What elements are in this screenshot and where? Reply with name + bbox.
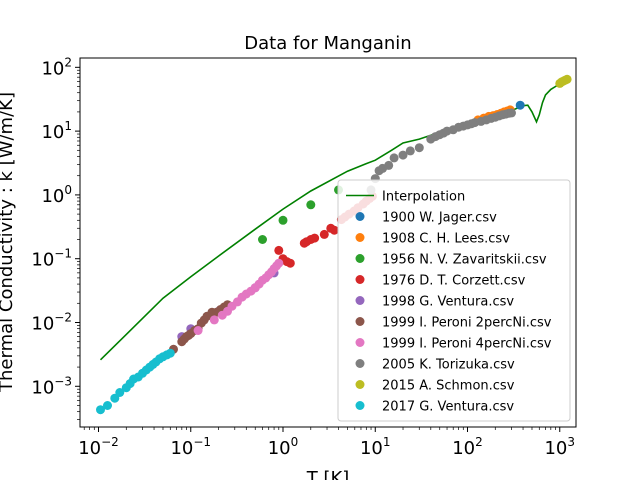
data-point bbox=[389, 153, 399, 163]
legend-marker bbox=[355, 296, 365, 305]
x-tick-label: 10−2 bbox=[78, 435, 119, 459]
data-point bbox=[193, 326, 203, 335]
data-point bbox=[384, 160, 394, 170]
data-point bbox=[274, 245, 284, 255]
data-point bbox=[562, 74, 572, 84]
y-tick-label: 101 bbox=[41, 119, 72, 143]
plot-frame bbox=[79, 57, 577, 428]
data-point bbox=[310, 233, 320, 243]
y-tick-label: 10−3 bbox=[31, 374, 72, 398]
data-point bbox=[274, 258, 284, 268]
data-point bbox=[258, 235, 267, 244]
data-point bbox=[515, 100, 525, 110]
legend-label: 1956 N. V. Zavaritskii.csv bbox=[382, 253, 547, 268]
y-axis-label: Thermal Conductivity : k [W/m/K] bbox=[0, 92, 17, 393]
legend-label: 2005 K. Torizuka.csv bbox=[382, 358, 515, 373]
legend-marker bbox=[355, 254, 365, 263]
legend-label: 2017 G. Ventura.csv bbox=[382, 400, 514, 415]
legend-marker bbox=[355, 401, 365, 410]
legend-label: 1976 D. T. Corzett.csv bbox=[382, 274, 526, 289]
data-point bbox=[319, 229, 329, 239]
y-axis: 10−3 10−2 10−1 100 101 102 bbox=[31, 55, 80, 420]
x-tick-label: 103 bbox=[544, 435, 575, 459]
x-tick-label: 100 bbox=[268, 435, 299, 459]
legend-marker bbox=[355, 338, 365, 347]
series-6 bbox=[193, 258, 284, 335]
legend-marker bbox=[355, 380, 365, 389]
data-point bbox=[115, 388, 125, 397]
x-tick-label: 102 bbox=[452, 435, 483, 459]
data-point bbox=[165, 348, 175, 358]
x-tick-label: 101 bbox=[360, 435, 391, 459]
data-point bbox=[278, 215, 288, 225]
data-point bbox=[306, 200, 316, 210]
x-axis: 10−2 10−1 100 101 102 103 bbox=[78, 427, 575, 459]
legend-label: 1900 W. Jager.csv bbox=[382, 211, 497, 226]
legend-label: 1908 C. H. Lees.csv bbox=[382, 232, 510, 247]
legend-label: 1999 I. Peroni 4percNi.csv bbox=[382, 337, 552, 352]
y-tick-label: 10−2 bbox=[31, 310, 72, 334]
legend-label: Interpolation bbox=[382, 190, 465, 205]
data-point bbox=[285, 258, 295, 268]
legend-box bbox=[337, 179, 571, 422]
y-tick-label: 100 bbox=[41, 183, 72, 207]
y-tick-label: 102 bbox=[41, 55, 72, 79]
y-tick-label: 10−1 bbox=[31, 247, 72, 271]
legend-label: 2015 A. Schmon.csv bbox=[382, 379, 515, 394]
legend-label: 1999 I. Peroni 2percNi.csv bbox=[382, 316, 552, 331]
legend: Interpolation 1900 W. Jager.csv 1908 C. H.… bbox=[337, 179, 571, 422]
legend-marker bbox=[355, 233, 365, 242]
data-point bbox=[103, 401, 112, 410]
series-9 bbox=[96, 348, 175, 415]
x-axis-label: T [K] bbox=[306, 468, 350, 480]
data-point bbox=[507, 108, 516, 118]
legend-marker bbox=[355, 317, 365, 326]
legend-marker bbox=[355, 275, 365, 284]
legend-label: 1998 G. Ventura.csv bbox=[382, 295, 514, 310]
data-point bbox=[414, 143, 424, 153]
legend-marker bbox=[355, 359, 365, 368]
data-point bbox=[405, 146, 415, 156]
series-0 bbox=[515, 100, 525, 110]
data-point bbox=[96, 405, 105, 415]
series-2 bbox=[258, 185, 343, 244]
x-tick-label: 10−1 bbox=[170, 435, 211, 459]
data-point bbox=[209, 315, 219, 325]
data-point bbox=[329, 225, 339, 235]
data-point bbox=[398, 150, 408, 160]
chart-title: Data for Manganin bbox=[244, 33, 411, 54]
legend-marker bbox=[355, 212, 365, 221]
series-8 bbox=[555, 74, 572, 88]
